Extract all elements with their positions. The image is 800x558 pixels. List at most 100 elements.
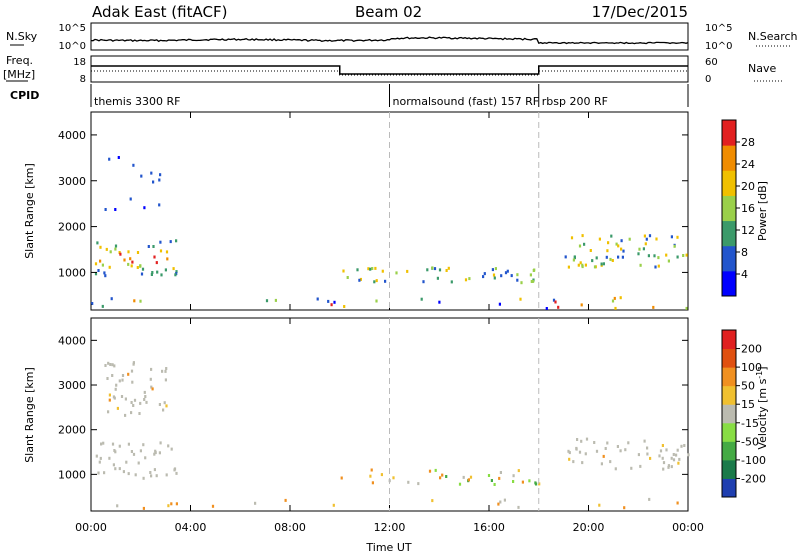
range-cell: [118, 467, 121, 471]
range-cell: [143, 398, 146, 401]
range-cell: [573, 255, 576, 259]
range-cell: [121, 378, 124, 382]
range-cell: [129, 197, 132, 201]
range-cell: [661, 456, 664, 460]
range-cell: [130, 264, 133, 268]
range-cell: [158, 178, 161, 182]
range-cell: [132, 452, 136, 456]
power-colorbar: 4 8 12 16 20 24 28: [721, 119, 755, 297]
range-cell: [109, 363, 112, 366]
range-cell: [673, 244, 676, 248]
range-cell: [462, 475, 465, 479]
range-cell: [621, 255, 624, 259]
power-panel: 1000 2000 3000 4000 Slant Range [km] 4 8 12 16…: [23, 111, 769, 311]
range-cell: [167, 444, 170, 448]
range-cell: [111, 374, 114, 377]
y-tick-label: 1000: [58, 468, 86, 481]
range-cell: [570, 236, 574, 240]
range-cell: [504, 271, 508, 275]
range-cell: [581, 461, 584, 465]
range-cell: [327, 299, 330, 303]
range-cell: [614, 306, 617, 310]
range-cell: [175, 239, 178, 243]
range-cell: [417, 482, 420, 486]
range-cell: [609, 257, 612, 261]
range-cell: [622, 249, 625, 253]
y-tick-label: 3000: [58, 175, 86, 188]
range-cell: [661, 444, 664, 447]
nave-tick-high: 60: [705, 57, 718, 68]
range-cell: [356, 268, 359, 272]
range-cell: [131, 260, 134, 264]
range-cell: [581, 263, 584, 267]
range-cell: [284, 498, 287, 502]
range-cell: [374, 266, 377, 270]
range-cell: [104, 364, 107, 367]
range-cell: [683, 444, 686, 447]
range-cell: [662, 461, 666, 465]
range-cell: [140, 272, 144, 276]
range-cell: [406, 269, 409, 273]
freq-label: Freq.: [6, 54, 33, 67]
range-cell: [132, 362, 135, 366]
power-scatter: [91, 156, 688, 310]
range-cell: [380, 473, 383, 477]
range-cell: [117, 156, 120, 159]
range-cell: [611, 299, 615, 303]
range-cell: [139, 264, 142, 268]
range-cell: [375, 279, 378, 283]
range-cell: [129, 257, 132, 261]
range-cell: [652, 305, 655, 309]
range-cell: [96, 241, 99, 245]
colorbar-swatch: [722, 367, 736, 387]
range-cell: [591, 259, 594, 263]
range-cell: [95, 454, 98, 458]
colorbar-swatch: [722, 145, 736, 171]
range-cell: [359, 277, 362, 281]
range-cell: [600, 462, 603, 466]
range-cell: [369, 474, 372, 478]
range-cell: [630, 466, 633, 470]
range-cell: [491, 268, 494, 272]
nsky-tick-high: 10^5: [59, 23, 86, 34]
range-cell: [676, 448, 679, 452]
range-cell: [642, 247, 645, 251]
nsearch-tick-low: 10^0: [705, 41, 732, 52]
range-cell: [104, 274, 107, 278]
range-cell: [159, 173, 162, 177]
range-cell: [163, 401, 166, 405]
nsky-label: N.Sky: [6, 30, 38, 43]
range-cell: [627, 441, 630, 445]
range-cell: [110, 297, 113, 301]
y-tick-label: 1000: [58, 266, 86, 279]
range-cell: [132, 361, 135, 365]
range-cell: [499, 471, 502, 474]
nsky-panel: N.Sky 10^5 10^0 N.Search 10^5 10^0: [6, 22, 798, 52]
range-cell: [431, 499, 434, 503]
range-cell: [468, 277, 471, 281]
range-cell: [150, 273, 153, 276]
range-cell: [108, 456, 111, 460]
range-cell: [503, 498, 506, 502]
range-cell: [150, 367, 153, 371]
range-cell: [598, 503, 601, 507]
range-cell: [99, 259, 102, 263]
date-label: 17/Dec/2015: [592, 3, 688, 21]
range-cell: [114, 467, 117, 471]
range-cell: [584, 452, 587, 456]
range-cell: [535, 482, 538, 486]
range-cell: [572, 460, 575, 464]
nave-tick-low: 0: [705, 74, 711, 85]
range-cell: [166, 257, 169, 261]
range-cell: [158, 203, 161, 207]
colorbar-tick-label: 28: [741, 136, 755, 149]
range-cell: [620, 239, 623, 243]
colorbar-swatch: [722, 459, 736, 479]
range-cell: [392, 476, 395, 480]
y-tick-label: 4000: [58, 129, 86, 142]
cpid-dividers: [389, 112, 540, 511]
colorbar-tick-label: -15: [741, 417, 759, 430]
range-cell: [114, 387, 117, 391]
range-cell: [685, 306, 688, 310]
